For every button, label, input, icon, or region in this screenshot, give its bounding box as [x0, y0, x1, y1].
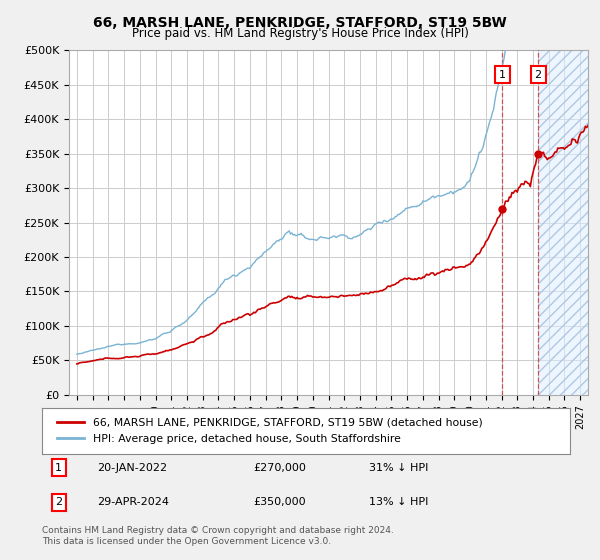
Text: 66, MARSH LANE, PENKRIDGE, STAFFORD, ST19 5BW: 66, MARSH LANE, PENKRIDGE, STAFFORD, ST1…	[93, 16, 507, 30]
Text: 2: 2	[535, 69, 542, 80]
Bar	[538, 50, 600, 395]
Text: Contains HM Land Registry data © Crown copyright and database right 2024.
This d: Contains HM Land Registry data © Crown c…	[42, 526, 394, 546]
Text: 20-JAN-2022: 20-JAN-2022	[97, 463, 167, 473]
Text: 29-APR-2024: 29-APR-2024	[97, 497, 169, 507]
Text: 1: 1	[55, 463, 62, 473]
Text: 31% ↓ HPI: 31% ↓ HPI	[370, 463, 429, 473]
Text: £270,000: £270,000	[253, 463, 306, 473]
Text: £350,000: £350,000	[253, 497, 306, 507]
Text: Price paid vs. HM Land Registry's House Price Index (HPI): Price paid vs. HM Land Registry's House …	[131, 27, 469, 40]
Text: 2: 2	[55, 497, 62, 507]
Text: 1: 1	[499, 69, 506, 80]
Bar	[538, 50, 600, 395]
Text: 13% ↓ HPI: 13% ↓ HPI	[370, 497, 429, 507]
Legend: 66, MARSH LANE, PENKRIDGE, STAFFORD, ST19 5BW (detached house), HPI: Average pri: 66, MARSH LANE, PENKRIDGE, STAFFORD, ST1…	[53, 413, 487, 448]
